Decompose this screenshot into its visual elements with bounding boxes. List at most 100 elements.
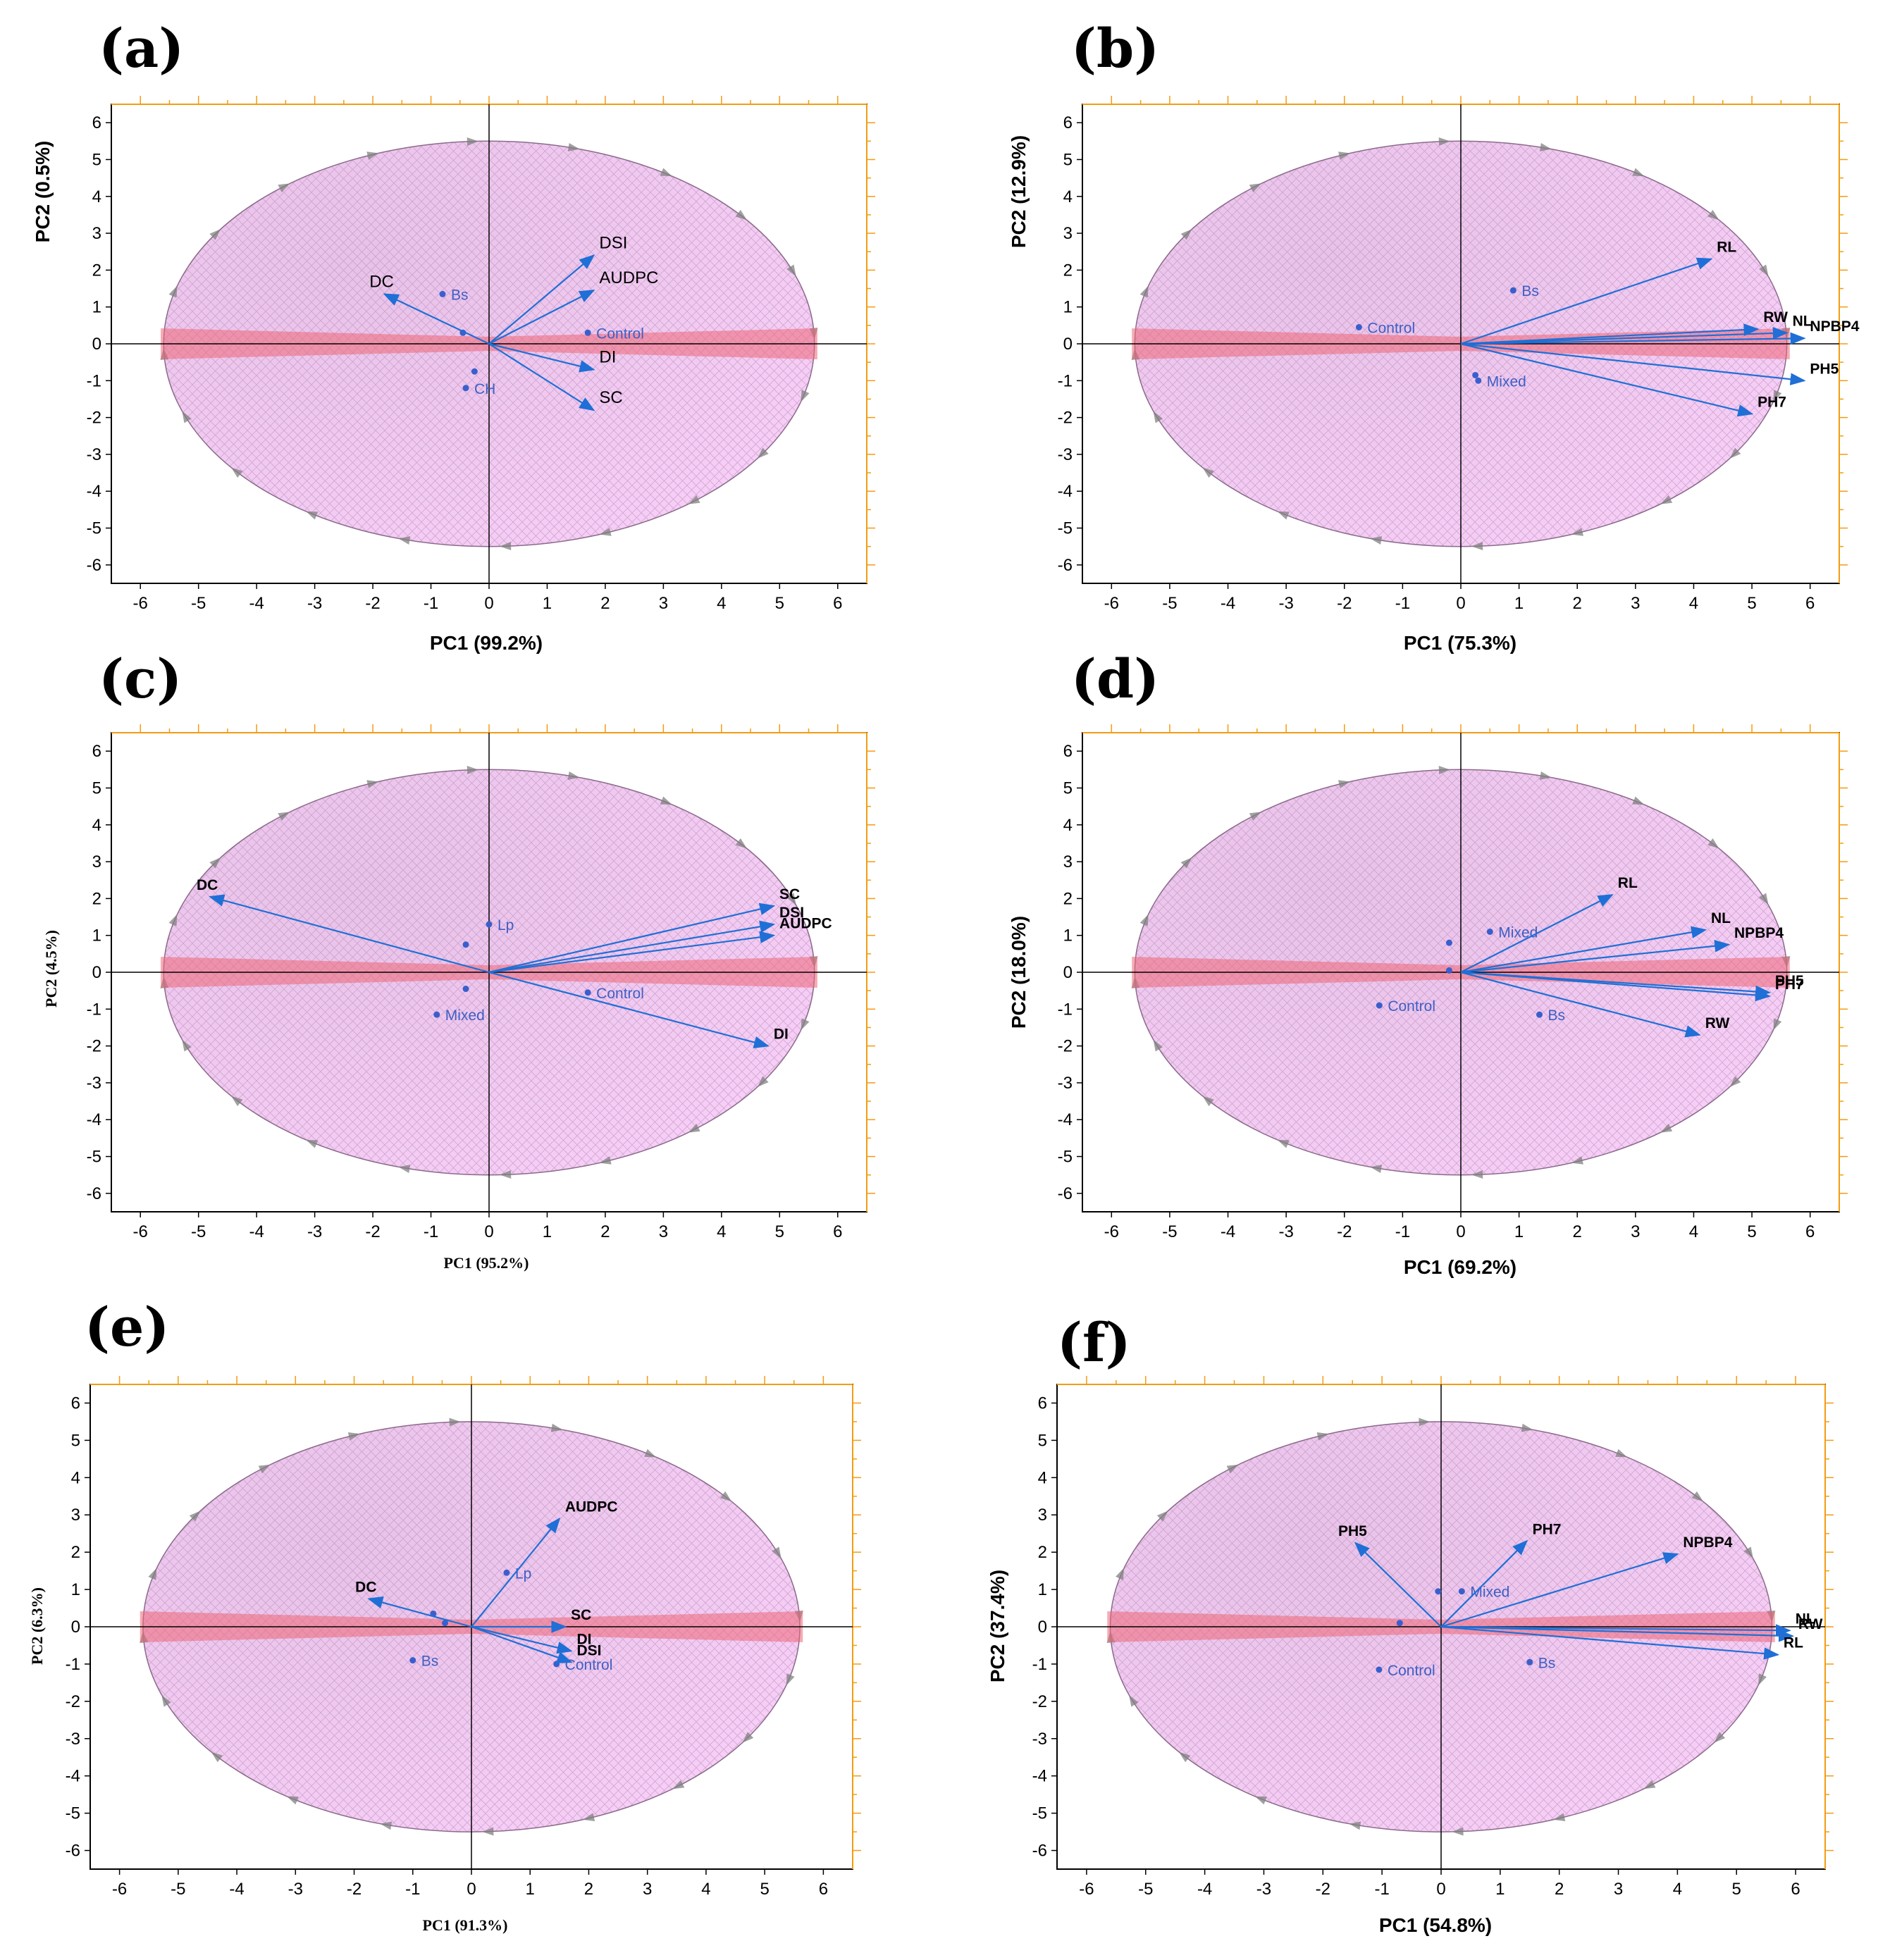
ellipse-direction-marker: [1438, 137, 1450, 146]
y-tick-label: 0: [1063, 335, 1073, 354]
ellipse-direction-marker: [1179, 1751, 1191, 1763]
loading-arrow: [1460, 342, 1806, 385]
score-point: [462, 941, 469, 948]
loading-label: PH7: [1757, 394, 1786, 410]
y-tick-label: 0: [1038, 1618, 1047, 1637]
ellipse-direction-marker: [801, 390, 810, 402]
ellipse-direction-marker: [366, 780, 379, 788]
ellipse-direction-marker: [306, 1139, 319, 1148]
ellipse-direction-marker: [278, 183, 290, 192]
x-axis-title: PC1 (91.3%): [423, 1916, 508, 1934]
y-tick-label: -6: [1058, 1184, 1073, 1203]
loading-arrow: [1460, 342, 1754, 417]
ellipse-direction-marker: [231, 1096, 243, 1107]
loading-arrow: [471, 1517, 561, 1627]
ellipse-direction-marker: [1714, 1732, 1726, 1743]
ellipse-direction-marker: [1660, 1124, 1673, 1133]
score-point: [584, 989, 591, 996]
score-point: [1458, 1588, 1465, 1595]
y-tick-label: 2: [71, 1543, 80, 1562]
score-label: Bs: [1548, 1007, 1566, 1024]
y-tick-label: -1: [1032, 1655, 1047, 1674]
x-tick-label: 0: [1456, 1222, 1465, 1241]
score-point: [1355, 323, 1362, 330]
ellipse-direction-marker: [583, 1813, 595, 1821]
ellipse-direction-marker: [1743, 1546, 1753, 1559]
score-point: [1376, 1666, 1383, 1673]
y-tick-label: 3: [71, 1506, 80, 1525]
score-point: [442, 1620, 449, 1627]
y-tick-label: 5: [1063, 150, 1073, 169]
ellipse-direction-marker: [1773, 1018, 1782, 1031]
y-axis-title: PC2 (37.4%): [987, 1570, 1008, 1682]
x-tick-label: 1: [526, 1880, 535, 1899]
loading-arrow: [1460, 971, 1772, 1002]
y-tick-label: 1: [1063, 298, 1073, 317]
y-tick-label: 4: [1063, 816, 1073, 835]
loading-label: SC: [571, 1607, 591, 1623]
panel-a: (a) -6 -5 -4 -3 -2 -1 0 1 2 3 4 5 6 6 5 4 3 2 1 0 -1 -2 -3 -4 -5 -…: [32, 17, 875, 654]
loading-label: RW: [1763, 309, 1788, 325]
x-tick-label: 5: [1732, 1880, 1741, 1899]
panel-label: (b): [1071, 17, 1159, 80]
x-tick-label: 0: [467, 1880, 476, 1899]
ellipse-direction-marker: [1129, 1694, 1139, 1707]
ellipse-direction-marker: [1180, 857, 1192, 869]
x-tick-label: 4: [1673, 1880, 1682, 1899]
ellipse-direction-marker: [1452, 1827, 1464, 1836]
ellipse-direction-marker: [1370, 1165, 1383, 1173]
loading-arrow: [488, 343, 595, 411]
ellipse-direction-marker: [1156, 1511, 1168, 1522]
x-tick-label: 4: [1689, 1222, 1698, 1241]
y-tick-label: 1: [92, 298, 101, 317]
score-point: [1376, 1002, 1383, 1009]
ellipse-direction-marker: [1571, 1156, 1583, 1165]
y-axis-title: PC2 (0.5%): [32, 141, 54, 243]
y-tick-label: 1: [1038, 1580, 1047, 1599]
y-tick-label: 6: [92, 113, 101, 132]
loading-arrow: [488, 254, 595, 345]
score-point: [409, 1657, 416, 1664]
y-tick-label: -2: [1032, 1692, 1047, 1711]
ellipse-direction-marker: [688, 1124, 700, 1133]
x-tick-label: 4: [1689, 594, 1698, 613]
score-label: CH: [474, 381, 495, 397]
ellipse-direction-marker: [719, 1491, 732, 1502]
x-tick-label: 4: [717, 1222, 726, 1241]
ellipse-direction-marker: [500, 542, 512, 551]
y-tick-label: 6: [1038, 1394, 1047, 1413]
loading-arrow: [488, 903, 776, 974]
score-point: [433, 1011, 440, 1018]
y-tick-label: -5: [1058, 1148, 1073, 1167]
x-tick-label: 6: [1805, 1222, 1815, 1241]
score-label: Bs: [1538, 1655, 1556, 1671]
x-tick-label: 0: [484, 594, 493, 613]
y-tick-label: -4: [87, 482, 101, 501]
loading-label: SC: [599, 388, 622, 407]
x-tick-label: 6: [819, 1880, 828, 1899]
loading-arrow: [1460, 971, 1701, 1038]
loading-arrow: [1440, 1625, 1795, 1642]
ellipse-direction-marker: [1180, 229, 1192, 240]
ellipse-direction-marker: [1249, 812, 1261, 821]
ellipse-direction-marker: [1370, 536, 1383, 545]
y-tick-label: 3: [1063, 224, 1073, 243]
loading-label: NPBP4: [1810, 318, 1859, 335]
ellipse-direction-marker: [1729, 1076, 1741, 1087]
ellipse-direction-marker: [189, 1511, 201, 1522]
loading-arrow: [1440, 1552, 1679, 1628]
score-label: Lp: [498, 917, 514, 934]
x-tick-label: 5: [775, 1222, 784, 1241]
ellipse-direction-marker: [567, 771, 580, 780]
y-axis-title: PC2 (12.9%): [1008, 135, 1030, 248]
ellipse-direction-marker: [286, 1796, 299, 1805]
y-tick-label: 1: [71, 1580, 80, 1599]
loading-arrow: [488, 920, 776, 974]
y-axis-title: PC2 (18.0%): [1008, 916, 1030, 1029]
loading-arrow: [1354, 1542, 1442, 1627]
y-tick-label: -5: [1058, 519, 1073, 538]
x-tick-label: 6: [833, 1222, 842, 1241]
ellipse-direction-marker: [1707, 209, 1719, 221]
ellipse-direction-marker: [182, 1039, 192, 1052]
ellipse-direction-marker: [1632, 796, 1645, 805]
